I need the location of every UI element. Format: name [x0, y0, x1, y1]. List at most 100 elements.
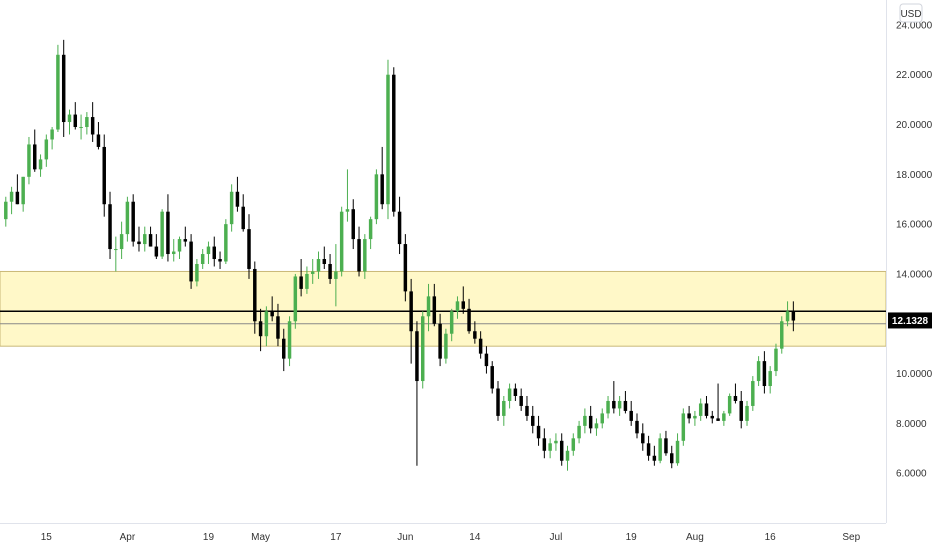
candle — [241, 194, 245, 232]
candle — [154, 234, 159, 260]
x-tick-label: Jul — [550, 532, 563, 543]
candle — [293, 273, 298, 329]
candle — [652, 445, 657, 466]
candle — [426, 283, 431, 332]
candle — [351, 199, 355, 250]
candle — [559, 433, 564, 466]
candle — [44, 134, 49, 167]
candle — [79, 114, 83, 140]
x-tick-label: Sep — [842, 532, 860, 543]
candle — [716, 383, 720, 421]
candle — [710, 410, 715, 424]
candle — [287, 316, 292, 367]
candle — [698, 398, 703, 421]
candle — [629, 400, 633, 426]
candle — [322, 246, 327, 269]
candle — [38, 154, 43, 177]
candle — [235, 176, 240, 212]
candle — [623, 391, 628, 414]
candle — [409, 278, 413, 364]
plot-background — [0, 0, 886, 523]
candle — [745, 400, 749, 426]
candles — [4, 39, 796, 471]
candle — [386, 59, 390, 220]
candle — [762, 351, 767, 394]
candle — [247, 214, 251, 279]
candle — [183, 226, 188, 247]
candle — [90, 102, 95, 142]
candle — [206, 241, 211, 264]
currency-label[interactable]: USD — [899, 3, 923, 23]
candle — [455, 296, 460, 319]
candle — [449, 308, 454, 342]
candle — [166, 194, 170, 262]
candle — [525, 395, 529, 421]
candle — [328, 254, 332, 284]
candle — [617, 395, 622, 416]
y-tick-label: 20.0000 — [896, 120, 932, 131]
candle — [368, 216, 373, 250]
candle — [751, 376, 755, 411]
y-tick-label: 22.0000 — [896, 70, 932, 81]
candle — [432, 283, 437, 327]
candle — [577, 420, 581, 444]
x-tick-label: 17 — [330, 532, 342, 543]
candle — [565, 445, 570, 471]
candle — [583, 408, 587, 434]
price-zones — [0, 270, 887, 347]
y-tick-label: 14.0000 — [896, 269, 932, 280]
candle — [502, 395, 506, 426]
candle — [519, 388, 523, 411]
candle — [490, 361, 494, 394]
y-tick-label: 24.0000 — [896, 20, 932, 31]
x-tick-label: Apr — [120, 532, 136, 543]
x-tick-label: 19 — [626, 532, 638, 543]
candle — [542, 428, 547, 459]
candle — [160, 209, 164, 260]
y-tick-label: 16.0000 — [896, 220, 932, 231]
candle — [594, 418, 599, 436]
candle — [606, 395, 610, 419]
candle — [513, 383, 518, 401]
candle — [785, 301, 790, 327]
currency-label-text: USD — [900, 9, 921, 20]
candle — [403, 234, 408, 302]
candle — [467, 298, 471, 334]
candle — [357, 226, 361, 277]
candle — [374, 169, 379, 225]
candle — [73, 102, 78, 130]
candle — [478, 331, 483, 359]
candle — [780, 316, 784, 354]
candle — [143, 226, 147, 252]
candle — [50, 127, 54, 150]
candle — [33, 129, 37, 172]
candle — [461, 286, 466, 314]
candle — [536, 415, 541, 446]
y-tick-label: 6.0000 — [896, 469, 927, 480]
candle — [397, 196, 402, 255]
horizontal-lines — [0, 310, 886, 325]
price-axis[interactable]: 6.00008.000010.000012.000014.000016.0000… — [896, 20, 932, 479]
candle — [67, 109, 72, 135]
candle — [739, 391, 743, 429]
zone-0[interactable] — [0, 270, 887, 347]
time-axis[interactable]: 15 Apr 19 May 17 Jun 14 Jul 19 Aug 16 Sep — [41, 532, 861, 543]
x-tick-label: Jun — [397, 532, 413, 543]
candle — [171, 239, 176, 262]
candle — [380, 146, 384, 210]
candle — [108, 191, 112, 260]
y-tick-label: 8.0000 — [896, 419, 927, 430]
candle — [189, 234, 193, 289]
candle — [600, 408, 604, 429]
candle — [774, 343, 778, 377]
y-tick-label: 18.0000 — [896, 170, 932, 181]
x-tick-label: 19 — [203, 532, 215, 543]
x-tick-label: 14 — [469, 532, 481, 543]
candle — [641, 423, 645, 451]
candle — [612, 381, 616, 414]
candle — [27, 136, 31, 185]
candle — [571, 433, 576, 456]
candle — [4, 196, 8, 227]
candle — [229, 184, 234, 232]
